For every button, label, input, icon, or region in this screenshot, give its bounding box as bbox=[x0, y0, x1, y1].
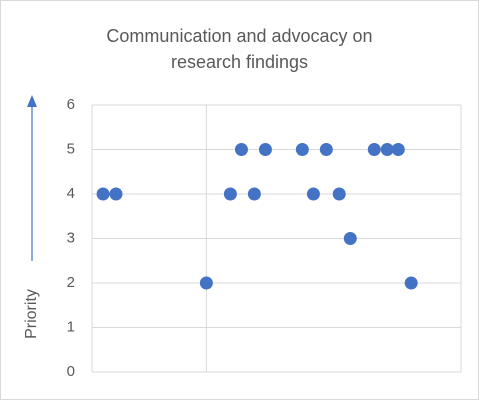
chart-title-line-1: Communication and advocacy on bbox=[106, 26, 373, 46]
y-tick-label: 0 bbox=[67, 363, 75, 380]
data-point bbox=[96, 187, 110, 201]
y-tick-label: 6 bbox=[67, 96, 75, 113]
data-point bbox=[367, 143, 381, 156]
data-point bbox=[199, 276, 213, 290]
y-axis-arrow-head bbox=[27, 95, 37, 107]
data-point bbox=[258, 143, 272, 156]
data-point bbox=[295, 143, 309, 156]
y-tick-label: 5 bbox=[67, 140, 75, 157]
chart-title: Communication and advocacy on research f… bbox=[1, 23, 478, 75]
y-axis-title: Priority bbox=[23, 289, 40, 339]
data-point bbox=[404, 276, 418, 290]
chart-title-line-2: research findings bbox=[170, 52, 309, 72]
data-point bbox=[234, 143, 248, 156]
data-point bbox=[247, 187, 261, 201]
data-point bbox=[380, 143, 394, 156]
y-tick-label: 4 bbox=[67, 185, 75, 202]
data-point bbox=[223, 187, 237, 201]
data-points bbox=[96, 143, 418, 290]
data-point bbox=[109, 187, 123, 201]
data-point bbox=[319, 143, 333, 156]
gridlines bbox=[91, 104, 462, 373]
y-tick-label: 2 bbox=[67, 274, 75, 291]
y-tick-label: 1 bbox=[67, 318, 75, 335]
y-axis-title-group: Priority bbox=[23, 95, 40, 339]
data-point bbox=[343, 232, 357, 245]
y-tick-label: 3 bbox=[67, 229, 75, 246]
y-tick-labels: 0 1 2 3 4 5 6 bbox=[67, 96, 75, 380]
data-point bbox=[306, 187, 320, 201]
data-point bbox=[332, 187, 346, 201]
data-point bbox=[391, 143, 405, 156]
